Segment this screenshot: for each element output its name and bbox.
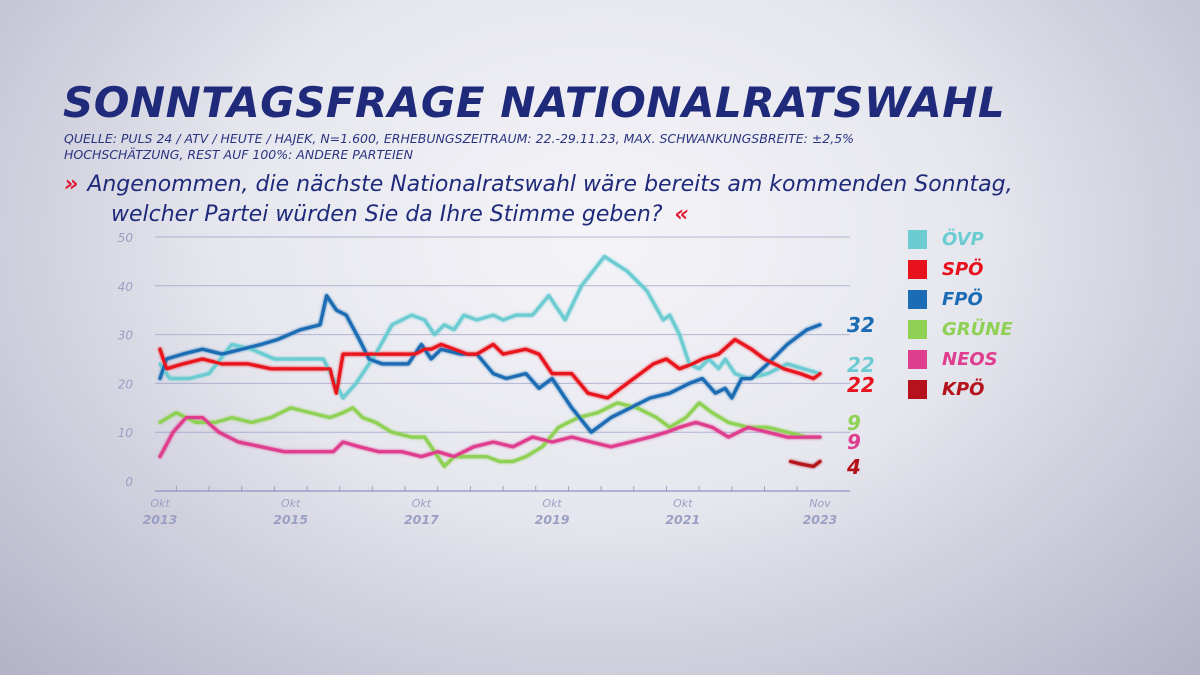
x-axis: Okt 2013 Okt 2015 Okt 2017 Okt 2019 Okt 2021 Nov 20… [143,486,850,527]
chevron-right-icon: » [64,172,78,197]
question-line-1: » Angenommen, die nächste Nationalratswah… [64,170,1084,200]
chevron-left-icon: « [674,202,689,227]
legend-swatch [908,259,927,279]
end-label-kpö: 4 [846,455,861,479]
question-line-2: welcher Partei würden Sie da Ihre Stimme… [64,200,1084,230]
legend-swatch [908,319,927,339]
y-tick-label: 20 [118,377,134,391]
source-note: QUELLE: PULS 24 / ATV / HEUTE / HAJEK, N… [64,131,1064,163]
legend-swatch [908,229,927,249]
x-tick-month: Okt [150,497,170,510]
y-tick-label: 40 [118,280,134,294]
end-label-spö: 22 [847,373,875,397]
series-line-fpö [158,294,822,434]
x-tick-month: Nov [809,497,831,510]
source-line-2: HOCHSCHÄTZUNG, REST AUF 100%: ANDERE PAR… [64,147,413,162]
legend-swatch [908,379,927,399]
end-label-fpö: 32 [847,313,875,337]
x-tick-month: Okt [673,497,693,510]
x-tick-month: Okt [412,497,432,510]
x-tick-year: 2017 [404,512,439,527]
series-line-övp [158,254,822,400]
series-line-neos [158,416,822,459]
legend-label: SPÖ [942,258,984,280]
legend-label: NEOS [942,348,998,370]
chart-series [158,254,822,468]
y-tick-label: 0 [125,475,133,489]
series-line-grüne [158,401,822,468]
end-label-grüne: 9 [847,411,861,435]
series-line-kpö [789,459,822,468]
legend-label: KPÖ [942,378,985,400]
legend-item-spö: SPÖ [908,254,1013,284]
x-tick-month: Okt [542,497,562,510]
series-line-spö [158,337,822,400]
x-tick-year: 2013 [143,512,178,527]
legend-swatch [908,289,927,309]
legend-item-kpö: KPÖ [908,374,1013,404]
legend-label: ÖVP [942,228,984,250]
legend-item-övp: ÖVP [908,224,1013,254]
question-text-2: welcher Partei würden Sie da Ihre Stimme… [111,202,663,227]
chart-legend: ÖVP SPÖ FPÖ GRÜNE NEOS KPÖ [908,224,1013,404]
end-label-neos: 9 [847,430,861,454]
legend-swatch [908,349,927,369]
legend-item-fpö: FPÖ [908,284,1013,314]
x-tick-month: Okt [281,497,301,510]
y-tick-label: 30 [118,329,134,343]
legend-label: GRÜNE [942,318,1013,340]
y-axis: 0 10 20 30 40 50 [118,231,134,489]
end-label-övp: 22 [847,353,875,377]
x-tick-year: 2023 [803,512,838,527]
chart-grid [155,236,850,433]
x-tick-year: 2021 [665,512,700,527]
legend-item-neos: NEOS [908,344,1013,374]
source-line-1: QUELLE: PULS 24 / ATV / HEUTE / HAJEK, N… [64,131,855,146]
x-tick-year: 2019 [535,512,570,527]
page-title: SONNTAGSFRAGE NATIONALRATSWAHL [63,78,1006,127]
y-tick-label: 50 [118,231,134,245]
survey-question: » Angenommen, die nächste Nationalratswah… [64,170,1084,230]
x-tick-year: 2015 [273,512,308,527]
legend-item-grüne: GRÜNE [908,314,1013,344]
y-tick-label: 10 [118,426,134,440]
legend-label: FPÖ [942,288,983,310]
question-text-1: Angenommen, die nächste Nationalratswahl… [87,172,1013,197]
